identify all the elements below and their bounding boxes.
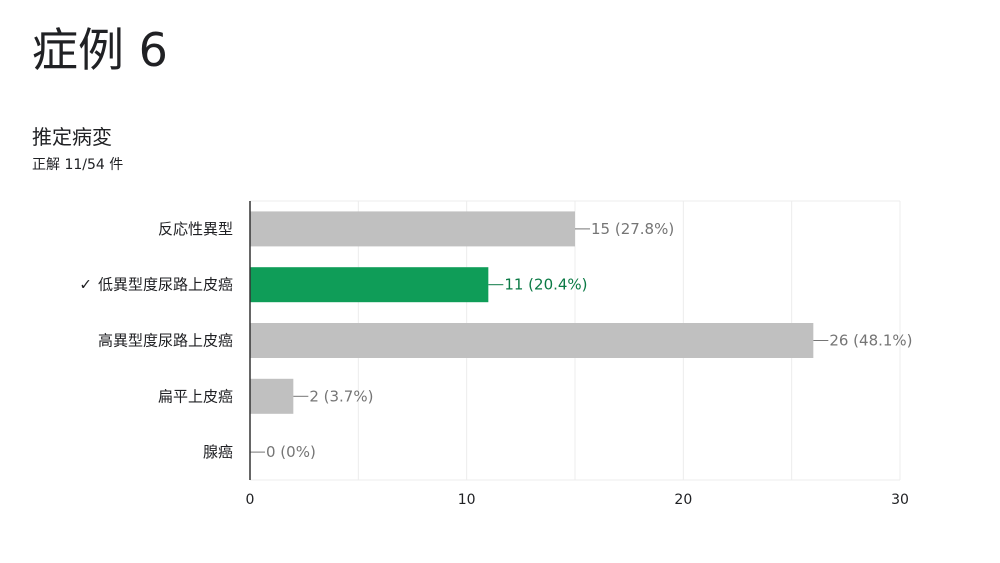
question-title: 推定病変 [32,125,112,149]
category-label: 高異型度尿路上皮癌 [98,332,233,350]
case-title: 症例 6 [32,23,168,77]
x-tick-label: 0 [246,492,255,508]
bar [250,211,575,247]
bar [250,378,294,414]
data-label: 26 (48.1%) [829,332,912,350]
data-label: 11 (20.4%) [504,276,587,294]
data-label: 15 (27.8%) [591,220,674,238]
category-label: 扁平上皮癌 [158,387,233,405]
category-label: 反応性異型 [158,220,233,238]
correct-count: 正解 11/54 件 [32,157,124,173]
bar [250,267,489,303]
check-icon: ✓ [79,276,92,294]
x-tick-label: 10 [458,492,476,508]
x-tick-label: 30 [891,492,909,508]
category-label: 低異型度尿路上皮癌 [98,276,233,294]
category-label: 腺癌 [203,443,233,461]
data-label: 0 (0%) [266,443,316,461]
data-label: 2 (3.7%) [309,387,373,405]
bar [250,323,814,358]
x-tick-label: 20 [674,492,692,508]
